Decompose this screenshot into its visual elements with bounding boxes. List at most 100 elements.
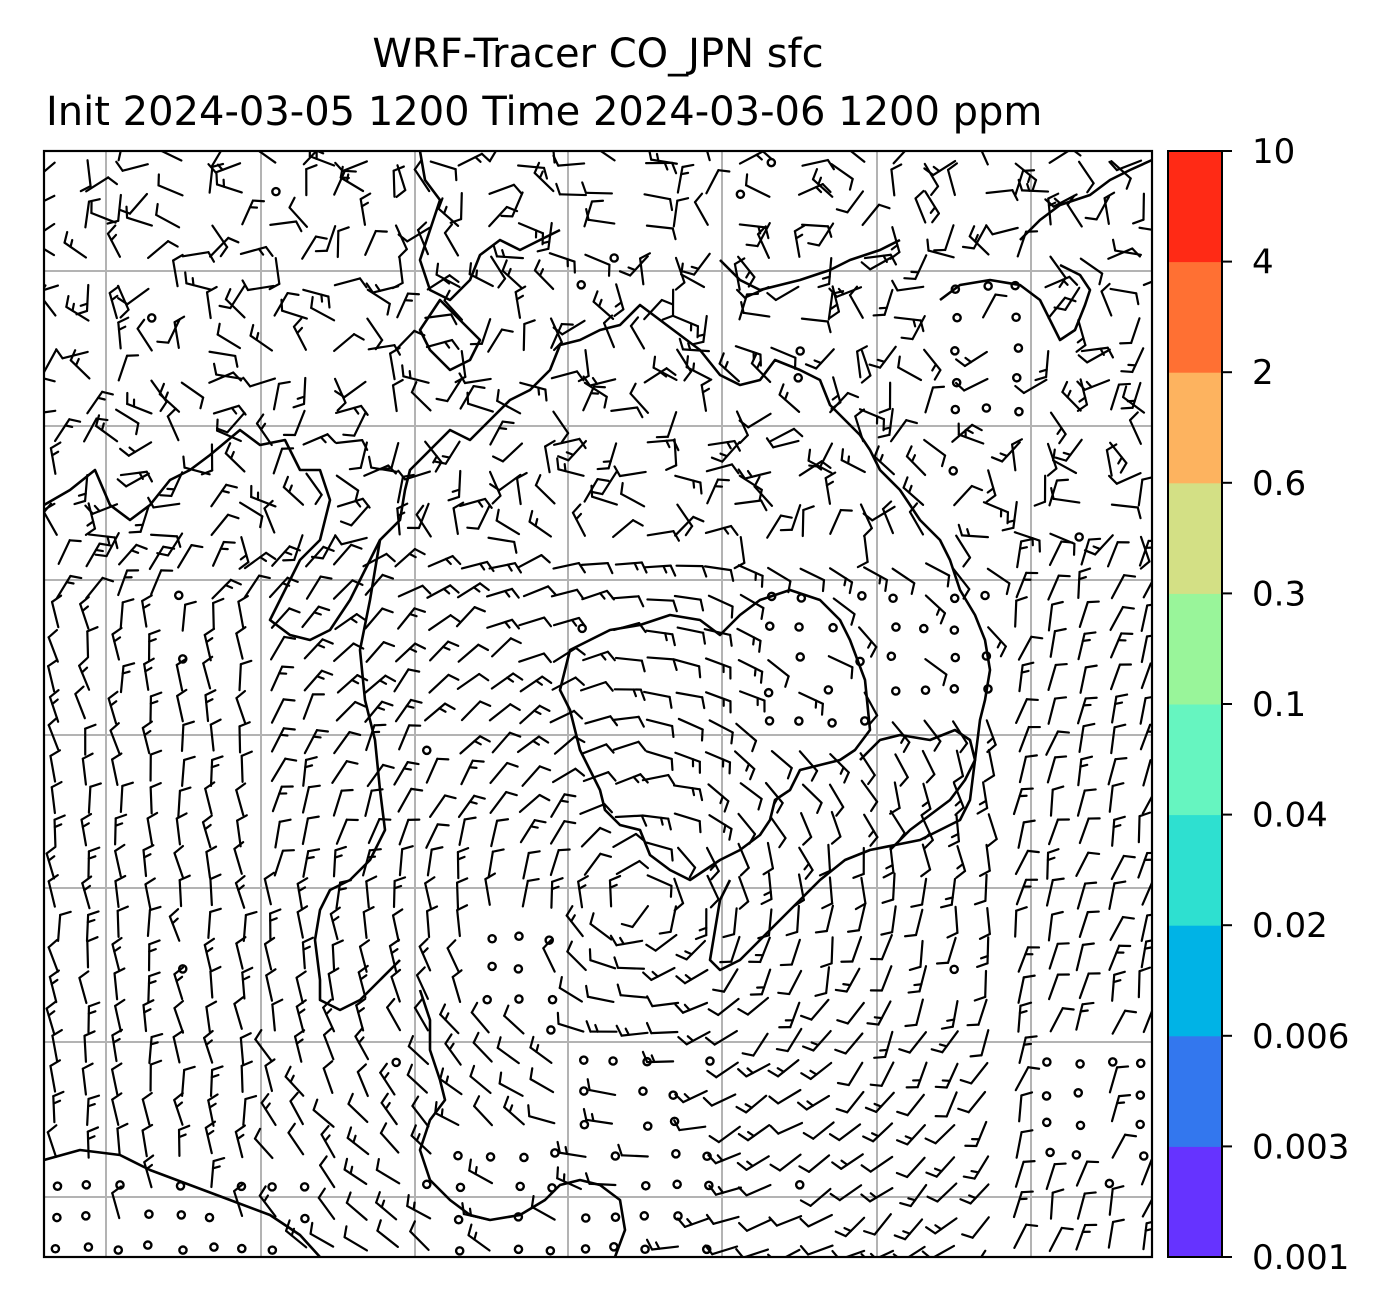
wind-barb: [549, 709, 584, 724]
wind-barb: [955, 350, 988, 368]
colorbar-tick-label: 0.006: [1252, 1017, 1349, 1057]
wind-barb: [396, 292, 421, 319]
calm-circle: [546, 1025, 556, 1035]
wind-barb: [233, 841, 245, 875]
wind-barb: [703, 565, 735, 582]
wind-barb: [416, 221, 430, 256]
calm-circle: [177, 654, 188, 664]
wind-barb: [705, 846, 720, 881]
wind-barb: [209, 873, 222, 907]
wind-barb: [296, 877, 309, 911]
wind-barb: [793, 224, 806, 258]
wind-barb: [643, 690, 673, 709]
wind-barb: [854, 876, 867, 911]
colorbar-tick-label: 0.3: [1252, 574, 1306, 614]
chart-title-line1: WRF-Tracer CO_JPN sfc: [372, 31, 824, 77]
wind-barb: [1137, 851, 1152, 879]
wind-barb: [939, 877, 957, 909]
wind-barb: [1076, 788, 1097, 817]
wind-barb: [881, 872, 896, 904]
wind-barb: [44, 377, 56, 383]
wind-barb: [410, 381, 432, 412]
wind-barb: [136, 318, 153, 352]
wind-barb: [81, 1062, 94, 1096]
wind-barb: [831, 1249, 866, 1257]
calm-circle: [668, 1090, 679, 1100]
wind-barb: [799, 1213, 833, 1228]
wind-barb: [892, 1245, 926, 1257]
wind-barb: [673, 812, 702, 834]
wind-barb: [209, 236, 240, 258]
wind-barb: [985, 224, 1019, 236]
wind-barb: [79, 159, 92, 193]
wind-barb: [1047, 296, 1077, 320]
wind-barb: [966, 998, 988, 1027]
wind-barb: [1110, 503, 1142, 520]
calm-circle: [949, 964, 959, 975]
wind-barb: [767, 1059, 800, 1078]
wind-barb: [147, 629, 161, 662]
wind-barb: [592, 290, 615, 320]
wind-barb: [215, 418, 242, 443]
wind-barb: [799, 811, 813, 846]
calm-circle: [983, 684, 993, 694]
wind-barb: [239, 1032, 252, 1066]
wind-barb: [501, 259, 523, 290]
wind-barb: [426, 846, 444, 877]
wind-barb: [211, 540, 236, 567]
calm-circle: [828, 622, 838, 633]
wind-barb: [84, 723, 97, 756]
wind-barb: [895, 1156, 926, 1179]
wind-barb: [661, 288, 675, 321]
wind-barb: [1047, 818, 1071, 846]
wind-barb: [1140, 1159, 1152, 1186]
wind-barb: [489, 790, 518, 814]
wind-barb: [556, 457, 585, 477]
wind-barb: [1061, 380, 1082, 412]
wind-barb: [770, 346, 797, 370]
wind-barb: [986, 567, 1011, 596]
calm-circle: [950, 284, 961, 295]
wind-barb: [955, 534, 972, 568]
wind-barb: [50, 594, 63, 629]
wind-barb: [295, 999, 307, 1033]
wind-barb: [239, 501, 264, 529]
wind-barb: [824, 471, 837, 505]
wind-barb: [488, 470, 502, 505]
wind-barb: [983, 748, 996, 783]
wind-barb: [109, 722, 121, 756]
wind-barb: [677, 717, 704, 742]
wind-barb: [738, 151, 773, 165]
wind-barb: [514, 285, 527, 319]
wind-barb: [157, 173, 184, 197]
wind-barb: [904, 998, 924, 1028]
wind-barb: [608, 874, 622, 908]
wind-barb: [126, 391, 153, 415]
wind-barb: [1045, 1162, 1067, 1191]
calm-circle: [577, 623, 587, 634]
wind-barb: [397, 469, 432, 481]
calm-circles: [50, 157, 1149, 1256]
wind-barb: [1141, 794, 1152, 815]
wind-barb: [346, 1126, 370, 1156]
wind-barb: [215, 411, 246, 434]
wind-barb: [914, 189, 927, 224]
wind-barb: [737, 1063, 771, 1078]
wind-barb: [1049, 411, 1067, 445]
wind-barb: [243, 551, 277, 570]
wind-barb: [582, 375, 617, 387]
wind-barb: [144, 877, 156, 911]
wind-barb: [175, 812, 188, 846]
wind-barb: [579, 803, 614, 815]
wind-barb: [704, 691, 732, 714]
wind-barb: [224, 442, 246, 473]
wind-barb: [518, 793, 551, 814]
calm-circle: [209, 1242, 219, 1252]
wind-barb: [117, 569, 140, 597]
wind-barb: [1018, 661, 1035, 693]
wind-barb: [955, 845, 967, 879]
wind-barb: [1014, 162, 1038, 192]
wind-barb: [87, 1001, 101, 1034]
wind-barb: [466, 504, 491, 530]
wind-barb: [466, 391, 494, 413]
